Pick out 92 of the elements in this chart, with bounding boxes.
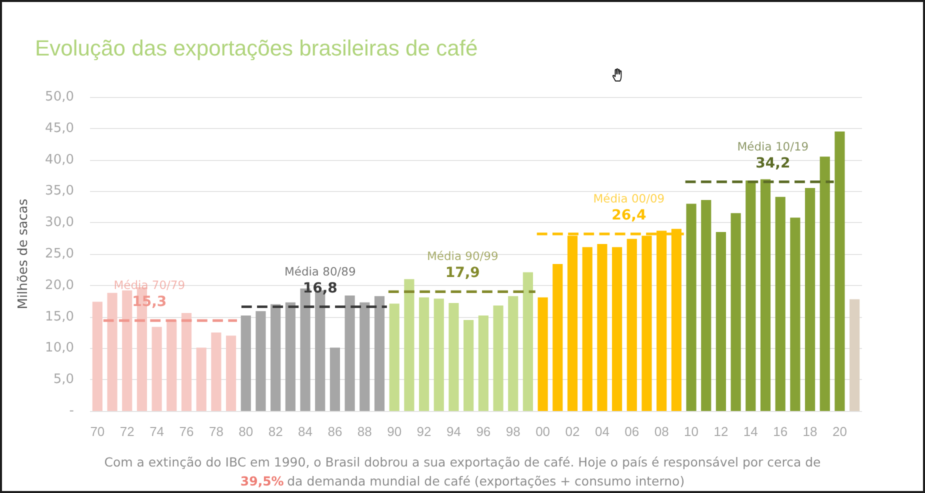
- y-tick-label: 30,0: [45, 215, 74, 230]
- bar: [389, 304, 400, 411]
- x-tick-label: 00: [536, 424, 550, 439]
- bar: [686, 204, 696, 411]
- y-tick-label: 50,0: [45, 90, 74, 104]
- bar: [478, 316, 488, 411]
- y-tick-label: 25,0: [45, 246, 74, 262]
- bar: [226, 336, 236, 411]
- x-tick-label: 12: [714, 424, 728, 439]
- bar: [508, 296, 518, 411]
- bar: [538, 297, 548, 411]
- bar: [775, 196, 786, 411]
- bar: [434, 298, 444, 411]
- bar: [330, 348, 340, 411]
- bar: [790, 218, 800, 411]
- annotation: Média 70/79 15,3: [114, 278, 186, 310]
- bar: [493, 305, 504, 411]
- bar: [626, 238, 637, 411]
- bar: [746, 180, 756, 411]
- bar: [716, 232, 726, 411]
- x-tick-label: 20: [832, 424, 847, 439]
- x-tick-label: 14: [743, 424, 758, 439]
- bar: [92, 302, 102, 411]
- bar: [270, 304, 281, 411]
- x-tick-label: 08: [654, 424, 669, 439]
- y-tick-label: 40,0: [45, 152, 74, 168]
- text: Com a extinção do IBC em 1990, o Brasil dobrou a sua exportação de café. Hoje o país é responsável por cerca de: [104, 454, 822, 470]
- x-tick-label: 92: [416, 424, 432, 439]
- x-tick-label: 70: [90, 424, 105, 439]
- x-tick-label: 80: [238, 424, 254, 439]
- bar: [360, 302, 370, 411]
- bar: [166, 320, 177, 411]
- y-tick-label: 15,0: [45, 309, 74, 324]
- x-tick-label: 72: [120, 424, 134, 439]
- text: da demanda mundial de café (exportações + consumo interno): [287, 474, 685, 488]
- y-tick-label: 45,0: [45, 120, 74, 136]
- x-tick-label: 06: [624, 424, 640, 439]
- bar: [211, 332, 222, 411]
- y-tick-label: 20,0: [45, 278, 74, 293]
- bar: [730, 213, 741, 411]
- bar: [552, 264, 563, 411]
- bar: [804, 188, 816, 411]
- y-tick-label: 5,0: [53, 372, 74, 388]
- y-tick-label: -: [69, 404, 74, 418]
- bar: [418, 297, 430, 411]
- x-tick-label: 78: [208, 424, 224, 439]
- x-tick-label: 96: [476, 424, 491, 439]
- x-tick-label: 94: [446, 424, 461, 439]
- bar: [152, 326, 162, 411]
- bar: [464, 320, 474, 411]
- bar: [404, 279, 414, 411]
- bar: [285, 302, 296, 411]
- bar: [240, 316, 251, 411]
- bar: [522, 272, 534, 411]
- x-tick-label: 18: [802, 424, 818, 439]
- text: 39,5%: [240, 474, 284, 488]
- chart-title: Evolução das exportações brasileiras de café: [35, 36, 478, 60]
- bar: [256, 311, 266, 411]
- x-tick-label: 74: [150, 424, 164, 439]
- bar: [834, 132, 845, 411]
- x-tick-label: 82: [268, 424, 283, 439]
- bar: [582, 247, 592, 411]
- bar: [181, 313, 192, 411]
- bar: [196, 348, 206, 411]
- x-tick-label: 98: [506, 424, 520, 439]
- x-tick-label: 88: [357, 424, 372, 439]
- x-tick-label: 84: [298, 424, 313, 439]
- y-tick-label: 10,0: [45, 340, 74, 356]
- bar: [612, 247, 622, 411]
- y-axis-title: Milhões de sacas: [16, 198, 31, 310]
- x-tick-label: 10: [684, 424, 699, 439]
- bar: [344, 295, 355, 411]
- bar: [597, 244, 608, 411]
- bar: [107, 292, 118, 411]
- x-tick-label: 16: [773, 424, 788, 439]
- x-tick-label: 86: [328, 424, 342, 439]
- bar: [820, 156, 830, 411]
- bar: [701, 200, 712, 411]
- bar: [448, 302, 459, 411]
- bar: [760, 179, 771, 411]
- y-tick-label: 35,0: [45, 184, 74, 199]
- x-tick-label: 04: [594, 424, 610, 439]
- annotation: Média 90/99 17,9: [426, 249, 498, 282]
- bar: [374, 296, 385, 411]
- annotation: Média 80/89 16,8: [284, 264, 356, 296]
- x-tick-label: 02: [565, 424, 580, 439]
- x-tick-label: 90: [387, 424, 402, 439]
- bar: [850, 299, 860, 411]
- bar: [122, 290, 132, 411]
- annotation: Média 00/09 26,4: [593, 191, 665, 224]
- annotation: Média 10/19 34,2: [737, 139, 809, 172]
- x-tick-label: 76: [179, 424, 194, 439]
